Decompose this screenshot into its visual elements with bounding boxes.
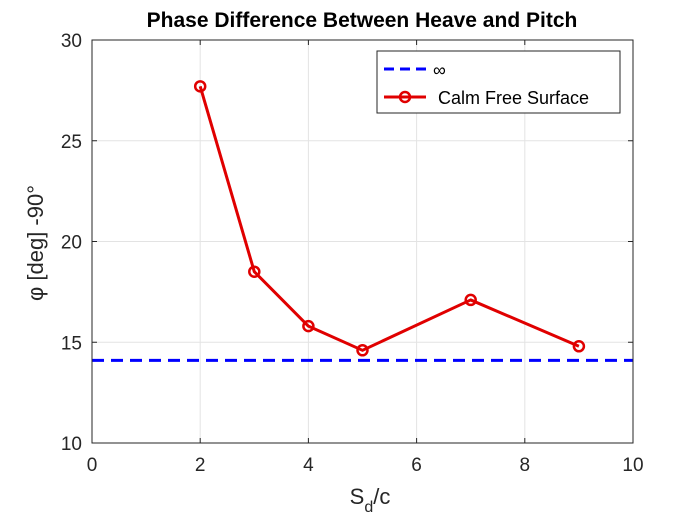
- y-tick-label: 15: [61, 333, 82, 354]
- data-point-marker: [193, 80, 207, 93]
- legend-label-series: Calm Free Surface: [438, 88, 589, 108]
- x-tick-label: 10: [622, 455, 643, 476]
- legend-marker-series: [398, 90, 412, 104]
- svg-text:Sd/c: Sd/c: [350, 484, 391, 516]
- data-point-marker: [356, 344, 369, 357]
- y-tick-label: 10: [61, 434, 82, 455]
- y-tick-label: 30: [61, 31, 82, 52]
- y-tick-label: 20: [61, 233, 82, 254]
- x-axis-label-main: S: [350, 484, 365, 509]
- x-tick-label: 0: [87, 455, 98, 476]
- tick-labels: 0 2 4 6 8 10 10 15 20 25 30: [61, 31, 644, 476]
- chart-title: Phase Difference Between Heave and Pitch: [147, 9, 578, 32]
- x-axis-label: Sd/c: [350, 484, 391, 516]
- x-axis-label-sub: d: [364, 499, 373, 516]
- x-tick-label: 8: [520, 455, 531, 476]
- plot-frame: [91, 39, 634, 444]
- x-tick-label: 4: [303, 455, 314, 476]
- x-tick-label: 6: [411, 455, 422, 476]
- series-line-calm-free-surface: [198, 85, 580, 352]
- x-axis-label-rest: /c: [373, 484, 390, 509]
- data-point-marker: [302, 319, 315, 333]
- y-tick-label: 25: [61, 132, 82, 153]
- data-point-marker: [248, 265, 261, 278]
- x-tick-label: 2: [195, 455, 206, 476]
- data-point-marker: [572, 340, 586, 353]
- legend: ∞ Calm Free Surface: [376, 50, 621, 114]
- legend-label-reference: ∞: [433, 60, 446, 80]
- legend-box: [376, 50, 621, 114]
- series-layer: [92, 80, 633, 362]
- data-point-marker: [464, 293, 477, 307]
- y-axis-label: φ [deg] -90°: [23, 185, 48, 301]
